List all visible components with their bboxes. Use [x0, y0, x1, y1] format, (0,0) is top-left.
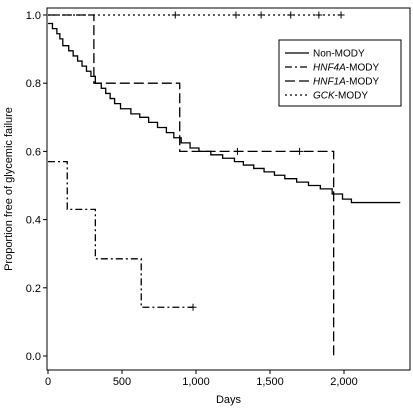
y-tick-label: 0.0 — [26, 351, 41, 363]
x-tick-label: 500 — [113, 376, 131, 388]
legend-label-part: -MODY — [346, 77, 380, 88]
x-tick-label: 0 — [45, 376, 51, 388]
x-tick-label: 2,000 — [330, 376, 358, 388]
x-tick-label: 1,000 — [182, 376, 210, 388]
y-tick-label: 0.4 — [26, 215, 41, 227]
y-tick-label: 1.0 — [26, 10, 41, 22]
legend-label-part: HNF4A — [313, 63, 346, 74]
plot-frame — [46, 7, 411, 371]
legend-label: HNF1A-MODY — [313, 77, 379, 88]
legend-label-part: Non-MODY — [313, 49, 365, 60]
y-axis-title: Proportion free of glycemic failure — [3, 107, 15, 271]
legend-label: GCK-MODY — [313, 91, 368, 102]
legend-label: HNF4A-MODY — [313, 63, 379, 74]
legend-label-part: HNF1A — [313, 77, 346, 88]
series-line-0 — [48, 22, 401, 204]
legend-box — [278, 39, 402, 107]
y-tick-label: 0.8 — [26, 78, 41, 90]
legend-label: Non-MODY — [313, 49, 365, 60]
legend-label-part: -MODY — [335, 91, 369, 102]
x-tick-label: 1,500 — [256, 376, 284, 388]
legend-label-part: -MODY — [346, 63, 380, 74]
x-axis-title: Days — [216, 394, 242, 406]
y-tick-label: 0.2 — [26, 283, 41, 295]
y-tick-label: 0.6 — [26, 146, 41, 158]
series-line-1 — [48, 160, 194, 308]
legend-label-part: GCK — [313, 91, 336, 102]
